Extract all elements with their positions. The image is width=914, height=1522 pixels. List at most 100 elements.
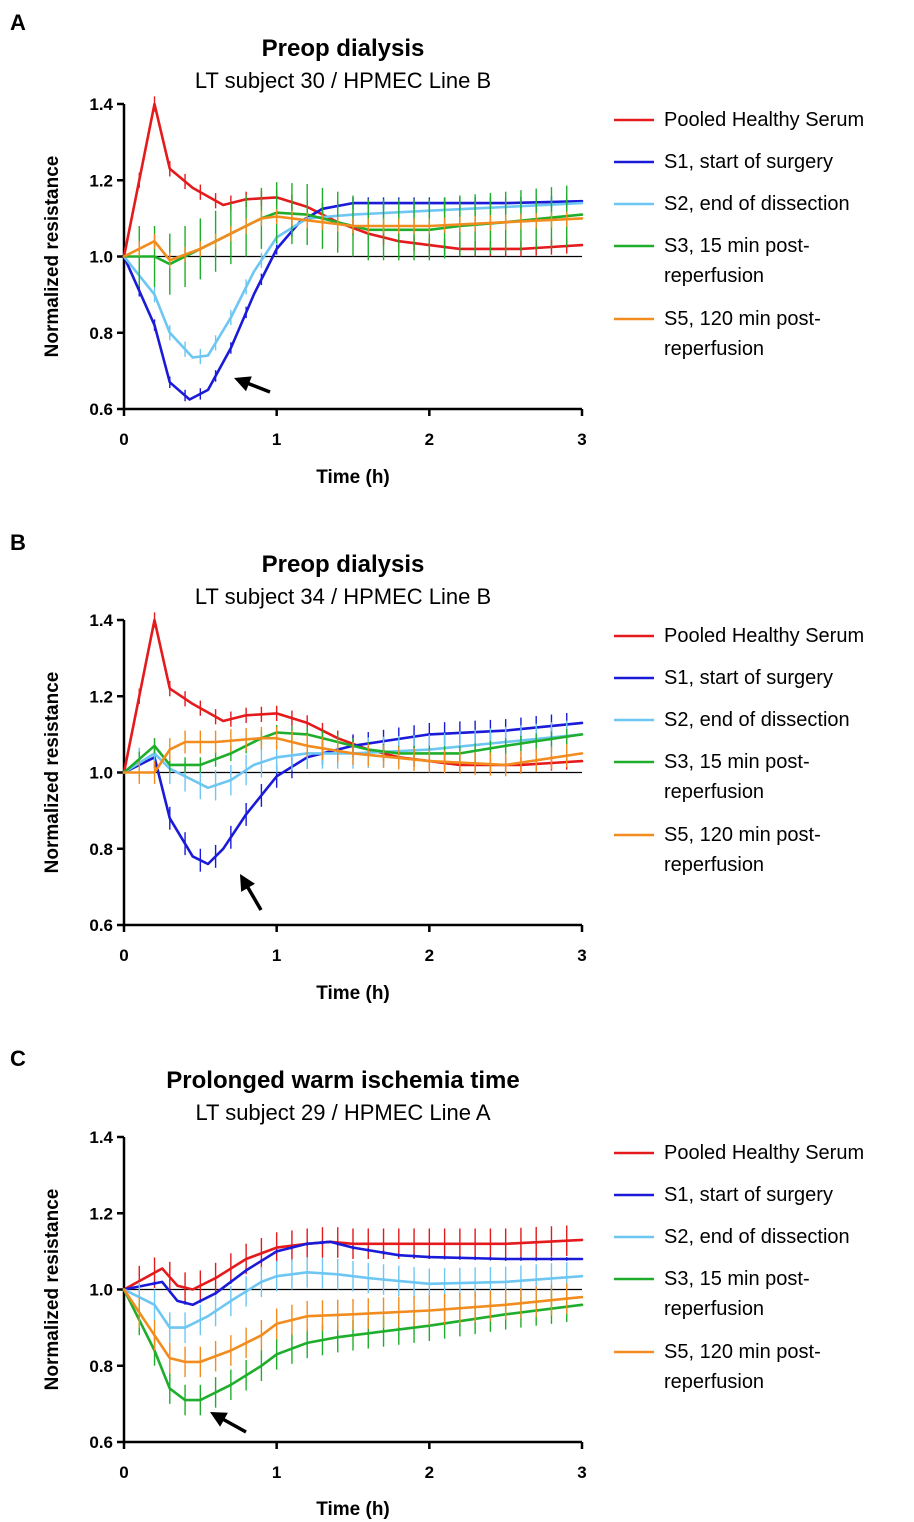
panel-letter: A: [10, 10, 26, 35]
legend-item: S1, start of surgery: [614, 667, 833, 689]
chart-title: Preop dialysis: [262, 551, 425, 578]
legend-label-line: reperfusion: [664, 781, 764, 803]
legend-label: S1, start of surgery: [664, 1184, 833, 1206]
y-tick-label: 0.6: [89, 1433, 113, 1452]
series-line: [122, 736, 584, 774]
legend: Pooled Healthy Serum S1, start of surgery…: [614, 109, 864, 360]
x-axis-label: Time (h): [316, 983, 390, 1004]
y-axis-label: Normalized resistance: [42, 156, 63, 358]
x-tick-label: 2: [425, 1463, 434, 1482]
y-tick-label: 0.8: [89, 840, 113, 859]
series-2: [122, 1240, 584, 1307]
legend-label-line: reperfusion: [664, 1298, 764, 1320]
x-tick-label: 3: [577, 430, 586, 449]
chart-panel-b: B Preop dialysis LT subject 34 / HPMEC Lin…: [10, 530, 864, 1004]
legend-item: Pooled Healthy Serum: [614, 1142, 864, 1164]
y-axis-label: Normalized resistance: [42, 1189, 63, 1391]
y-tick-label: 1.4: [89, 1128, 113, 1147]
y-tick-label: 1.0: [89, 1281, 113, 1300]
series-5: [122, 1283, 584, 1378]
y-tick-label: 1.2: [89, 171, 113, 190]
legend-label: S5, 120 min post-reperfusion: [664, 824, 821, 876]
series-line: [122, 199, 584, 401]
series-line: [122, 1240, 584, 1307]
legend-item: S5, 120 min post-reperfusion: [614, 824, 821, 876]
legend-label: S2, end of dissection: [664, 1226, 850, 1248]
y-tick-label: 0.8: [89, 1357, 113, 1376]
series-line: [122, 1288, 584, 1364]
legend-label: Pooled Healthy Serum: [664, 109, 864, 131]
series-5: [122, 726, 584, 784]
legend-label-line: S5, 120 min post-: [664, 1341, 821, 1363]
y-tick-label: 0.6: [89, 916, 113, 935]
y-axis-label: Normalized resistance: [42, 672, 63, 874]
series-4: [122, 182, 584, 295]
x-tick-label: 0: [119, 946, 128, 965]
legend-item: S1, start of surgery: [614, 151, 833, 173]
x-tick-label: 0: [119, 1463, 128, 1482]
x-tick-label: 1: [272, 430, 281, 449]
legend-label: S5, 120 min post-reperfusion: [664, 308, 821, 360]
legend-item: S3, 15 min post-reperfusion: [614, 751, 810, 803]
chart-subtitle: LT subject 29 / HPMEC Line A: [195, 1100, 490, 1125]
x-tick-label: 2: [425, 946, 434, 965]
legend-label-line: reperfusion: [664, 338, 764, 360]
legend-item: S5, 120 min post-reperfusion: [614, 1341, 821, 1393]
y-tick-label: 0.6: [89, 400, 113, 419]
chart-title: Prolonged warm ischemia time: [166, 1067, 519, 1094]
y-tick-label: 1.2: [89, 1204, 113, 1223]
legend-label-line: reperfusion: [664, 1371, 764, 1393]
panel-letter: B: [10, 530, 26, 555]
legend-label-line: S5, 120 min post-: [664, 308, 821, 330]
legend-label: S2, end of dissection: [664, 709, 850, 731]
arrow-head: [210, 1412, 228, 1427]
arrow-head: [234, 376, 252, 392]
legend-label-line: S3, 15 min post-: [664, 751, 810, 773]
chart-subtitle: LT subject 34 / HPMEC Line B: [195, 584, 491, 609]
y-tick-label: 1.4: [89, 611, 113, 630]
x-axis-label: Time (h): [316, 1499, 390, 1520]
legend-item: S2, end of dissection: [614, 1226, 850, 1248]
series-5: [122, 208, 584, 268]
x-tick-label: 2: [425, 430, 434, 449]
chart-title: Preop dialysis: [262, 35, 425, 62]
legend-item: Pooled Healthy Serum: [614, 625, 864, 647]
chart-panel-c: C Prolonged warm ischemia time LT subject …: [10, 1046, 864, 1520]
legend-item: S3, 15 min post-reperfusion: [614, 235, 810, 287]
legend-item: S5, 120 min post-reperfusion: [614, 308, 821, 360]
legend: Pooled Healthy Serum S1, start of surgery…: [614, 625, 864, 876]
series-line: [122, 215, 584, 262]
legend-item: S2, end of dissection: [614, 709, 850, 731]
x-tick-label: 3: [577, 946, 586, 965]
legend-label: Pooled Healthy Serum: [664, 625, 864, 647]
legend-label: Pooled Healthy Serum: [664, 1142, 864, 1164]
panel-letter: C: [10, 1046, 26, 1071]
series-line: [122, 1288, 584, 1402]
legend-label: S3, 15 min post-reperfusion: [664, 235, 810, 287]
legend-label-line: S5, 120 min post-: [664, 824, 821, 846]
legend-label-line: reperfusion: [664, 265, 764, 287]
legend-label-line: S3, 15 min post-: [664, 235, 810, 257]
y-tick-label: 1.4: [89, 95, 113, 114]
y-tick-label: 1.0: [89, 764, 113, 783]
legend-label: S1, start of surgery: [664, 151, 833, 173]
x-tick-label: 1: [272, 946, 281, 965]
legend-label: S5, 120 min post-reperfusion: [664, 1341, 821, 1393]
x-tick-label: 1: [272, 1463, 281, 1482]
legend-item: S3, 15 min post-reperfusion: [614, 1268, 810, 1320]
legend-label: S1, start of surgery: [664, 667, 833, 689]
y-tick-label: 1.0: [89, 248, 113, 267]
y-tick-label: 0.8: [89, 324, 113, 343]
series-2: [122, 713, 584, 872]
x-tick-label: 0: [119, 430, 128, 449]
x-axis-label: Time (h): [316, 467, 390, 488]
chart-subtitle: LT subject 30 / HPMEC Line B: [195, 68, 491, 93]
legend: Pooled Healthy Serum S1, start of surgery…: [614, 1142, 864, 1393]
y-tick-label: 1.2: [89, 687, 113, 706]
legend-label: S2, end of dissection: [664, 193, 850, 215]
legend-label-line: S3, 15 min post-: [664, 1268, 810, 1290]
legend-item: S1, start of surgery: [614, 1184, 833, 1206]
legend-label: S3, 15 min post-reperfusion: [664, 751, 810, 803]
legend-label: S3, 15 min post-reperfusion: [664, 1268, 810, 1320]
